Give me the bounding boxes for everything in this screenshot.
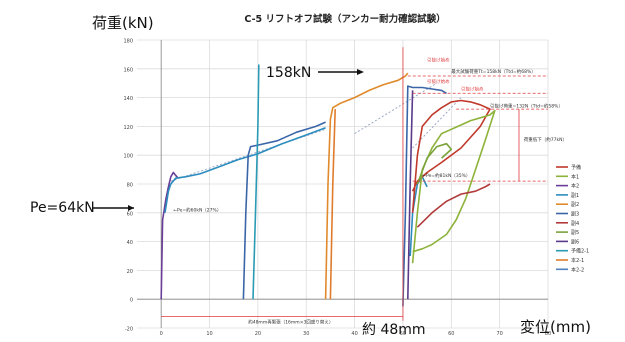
legend-label: 本2-2 [571,266,584,273]
x-tick-label: 40 [351,331,357,337]
x-axis-label: 変位(mm) [520,318,591,336]
x-tick-label: 20 [255,331,261,337]
series-line [411,99,491,213]
legend-label: 本2-1 [571,257,584,264]
legend-label: 予備 [571,164,581,171]
series-line [409,176,428,257]
axes-layer: -20 0 20 40 60 80 100 120 140 160 180 0 10 20 30 40 50 60… [123,39,551,338]
series-line [324,72,409,300]
legend-label: 副2 [571,201,579,208]
load-drop-label: 荷重低下（約77kN） [524,136,567,143]
legend-label: 副1 [571,192,579,199]
y-tick-label: 160 [123,67,133,73]
legend-label: 副6 [571,238,579,245]
series-line [329,109,336,300]
series-line [416,142,453,185]
legend-label: 副4 [571,220,579,227]
plot-layer [160,64,496,307]
pullout-load-label: 引抜け荷重=132N（Ttd=約58%） [490,103,563,110]
x-tick-label: 10 [206,331,212,337]
x-tick-label: 50 [400,331,406,337]
pullout-start-label: 引抜け始め [461,85,484,92]
x-tick-label: 60 [448,331,454,337]
158-callout: 158kN [266,65,311,81]
y-tick-label: 40 [127,240,133,246]
y-tick-label: -20 [125,327,133,333]
bottom-note: 約48mm再緊張（16mm×3回盛り替え） [248,319,333,326]
series-line [252,64,260,300]
y-tick-label: 100 [123,154,133,160]
x-tick-label: 70 [496,331,502,337]
legend-label: 予備2-1 [571,248,589,255]
48mm-callout: 約 48mm [362,322,426,338]
pe-callout: Pe=64kN [30,200,95,216]
y-tick-label: 80 [127,183,133,189]
series-line [402,85,447,307]
pe-arrow-head [128,205,134,211]
legend-label: 副5 [571,229,579,236]
series-line [164,127,326,213]
trend-dashed-line [354,82,438,135]
pe-small-label: ←Pe=約60kN（27%） [173,206,221,213]
y-tick-label: 60 [127,211,133,217]
158-arrow-head [357,69,364,75]
y-tick-label: 140 [123,96,133,102]
legend-label: 本1 [571,173,579,180]
y-axis-label: 荷重(kN) [92,14,154,32]
x-tick-label: 30 [303,331,309,337]
chart-title: C-5 リフトオフ試験（アンカー耐力確認試験） [244,13,445,25]
pullout-start-label: 引抜け始め [427,57,450,64]
pe-small-label-2: ←Pe=約81kN（35%） [422,172,470,179]
legend-label: 副3 [571,211,579,218]
annotation-layer: C-5 リフトオフ試験（アンカー耐力確認試験） 荷重(kN) 変位(mm) 最大試験荷… [30,13,591,338]
y-tick-label: 120 [123,125,133,131]
y-tick-label: 0 [130,298,133,304]
series-line [160,171,179,300]
series-line [411,109,496,264]
legend-label: 本2 [571,183,579,190]
x-tick-label: 0 [160,331,163,337]
x-tick-label: 80 [545,331,551,337]
y-tick-label: 180 [123,39,133,45]
y-tick-label: 20 [127,269,133,275]
series-line [416,183,491,228]
grid-layer [137,39,549,329]
series-line [407,90,414,300]
max-load-label: 最大試験荷重Tt=158kN（Ttd=約68%） [451,68,536,75]
pullout-start-label: 引抜け始め [427,78,450,85]
